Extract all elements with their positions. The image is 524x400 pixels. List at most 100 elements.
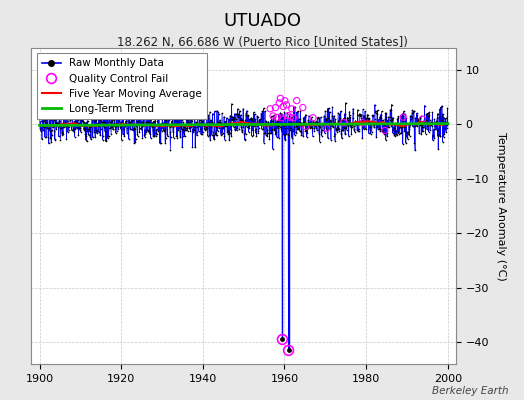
Point [278, 336, 287, 343]
Point [92, 112, 100, 119]
Point [54, 133, 63, 140]
Point [251, 122, 259, 129]
Point [151, 130, 160, 136]
Point [244, 113, 253, 120]
Point [401, 111, 409, 118]
Point [332, 121, 340, 127]
Point [246, 122, 255, 128]
Point [438, 113, 446, 120]
Point [156, 121, 165, 127]
Point [276, 95, 285, 102]
Point [432, 118, 441, 124]
Point [422, 117, 430, 123]
Point [354, 128, 363, 134]
Point [200, 123, 208, 130]
Point [134, 132, 142, 139]
Point [150, 118, 158, 124]
Point [302, 124, 310, 131]
Point [45, 113, 53, 120]
Point [403, 131, 412, 137]
Point [312, 125, 320, 131]
Point [362, 125, 370, 132]
Point [304, 117, 312, 124]
Point [294, 126, 302, 132]
Point [307, 116, 315, 122]
Point [290, 132, 299, 138]
Point [386, 107, 395, 113]
Point [371, 109, 379, 116]
Point [64, 124, 73, 130]
Point [367, 131, 375, 137]
Point [133, 118, 141, 124]
Point [235, 112, 244, 118]
Point [47, 117, 55, 124]
Point [49, 115, 58, 121]
Point [263, 127, 271, 133]
Point [383, 117, 391, 124]
Point [305, 118, 313, 125]
Point [110, 120, 118, 126]
Point [194, 112, 202, 119]
Point [434, 126, 443, 132]
Point [77, 125, 85, 131]
Point [387, 101, 396, 108]
Point [361, 125, 369, 131]
Point [391, 128, 399, 134]
Point [402, 115, 410, 122]
Point [160, 117, 169, 124]
Point [226, 112, 234, 119]
Point [177, 114, 185, 121]
Point [395, 120, 403, 127]
Point [160, 121, 168, 127]
Point [80, 124, 89, 131]
Point [419, 124, 428, 130]
Point [369, 124, 378, 130]
Point [53, 120, 62, 126]
Point [314, 122, 323, 129]
Point [221, 122, 230, 129]
Point [254, 130, 263, 136]
Point [294, 116, 303, 122]
Point [352, 119, 360, 126]
Point [281, 120, 290, 126]
Point [99, 116, 107, 122]
Point [296, 128, 304, 134]
Point [363, 114, 371, 121]
Point [107, 124, 116, 130]
Point [358, 122, 366, 128]
Point [402, 129, 411, 135]
Point [180, 133, 189, 140]
Point [47, 138, 56, 145]
Point [216, 119, 225, 126]
Point [393, 116, 401, 122]
Point [257, 110, 265, 117]
Point [367, 118, 375, 124]
Point [122, 114, 130, 120]
Point [204, 112, 213, 118]
Point [140, 132, 149, 138]
Point [68, 127, 76, 134]
Point [418, 118, 427, 124]
Point [96, 117, 104, 123]
Point [106, 123, 115, 129]
Point [282, 102, 291, 108]
Point [268, 118, 276, 124]
Point [90, 118, 99, 124]
Point [217, 132, 225, 138]
Point [122, 121, 130, 127]
Point [370, 124, 378, 130]
Point [412, 120, 420, 126]
Point [435, 130, 443, 137]
Point [81, 120, 89, 126]
Point [340, 125, 348, 132]
Point [384, 114, 392, 120]
Point [88, 112, 96, 119]
Point [313, 127, 321, 134]
Point [64, 126, 73, 133]
Point [214, 110, 223, 117]
Point [152, 130, 161, 137]
Point [380, 127, 389, 134]
Point [274, 123, 282, 129]
Point [92, 127, 100, 134]
Point [270, 126, 278, 133]
